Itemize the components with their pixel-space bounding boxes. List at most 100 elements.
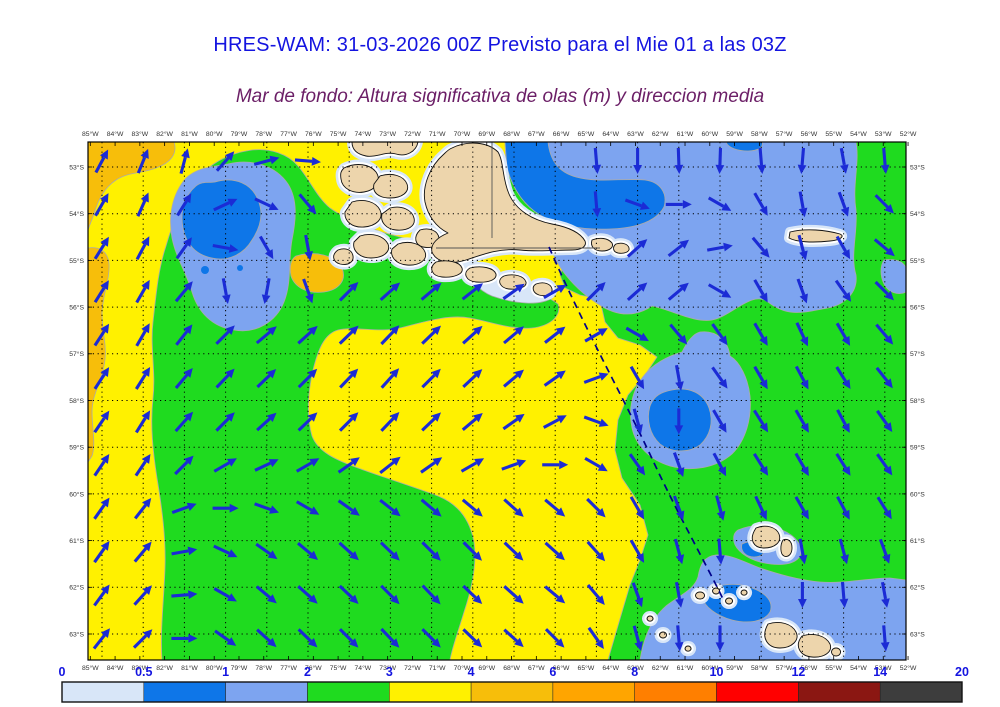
lon-label: 74°W — [355, 664, 372, 672]
lat-label: 55°S — [69, 257, 84, 265]
lon-label: 82°W — [156, 664, 173, 672]
lat-label: 54°S — [69, 210, 84, 218]
colorbar: 0 0.5 1 2 3 4 6 8 10 12 14 20 — [59, 665, 969, 703]
lon-label: 80°W — [206, 664, 223, 672]
lon-label: 77°W — [280, 130, 297, 138]
colorbar-tick: 4 — [468, 665, 475, 679]
lon-label: 52°W — [900, 664, 917, 672]
lon-label: 59°W — [726, 664, 743, 672]
lon-label: 58°W — [751, 664, 768, 672]
lon-label: 65°W — [578, 130, 595, 138]
lon-label: 66°W — [553, 664, 570, 672]
colorbar-tick: 3 — [386, 665, 393, 679]
lon-label: 69°W — [478, 130, 495, 138]
lat-label: 53°S — [910, 163, 925, 171]
lat-label: 61°S — [910, 537, 925, 545]
colorbar-tick: 20 — [955, 665, 969, 679]
lon-label: 76°W — [305, 130, 322, 138]
lon-label: 59°W — [726, 130, 743, 138]
map-frame — [87, 141, 909, 661]
lat-label: 57°S — [69, 350, 84, 358]
lon-label: 71°W — [429, 130, 446, 138]
colorbar-segment — [61, 681, 145, 703]
lat-label: 58°S — [69, 397, 84, 405]
lon-label: 72°W — [404, 664, 421, 672]
lat-label: 63°S — [910, 630, 925, 638]
lon-label: 55°W — [825, 130, 842, 138]
lat-label: 56°S — [69, 304, 84, 312]
lon-label: 81°W — [181, 130, 198, 138]
wave-direction-arrows — [92, 147, 895, 652]
colorbar-segment — [879, 681, 963, 703]
route-line — [548, 246, 724, 600]
lon-label: 55°W — [825, 664, 842, 672]
lon-label: 84°W — [107, 664, 124, 672]
lon-label: 75°W — [330, 130, 347, 138]
lat-label: 62°S — [910, 584, 925, 592]
lon-label: 78°W — [255, 130, 272, 138]
lon-label: 60°W — [701, 130, 718, 138]
colorbar-segment — [798, 681, 881, 703]
lon-label: 62°W — [652, 664, 669, 672]
lon-label: 64°W — [602, 664, 619, 672]
lon-label: 73°W — [379, 130, 396, 138]
lon-label: 53°W — [875, 664, 892, 672]
coastline-land — [328, 142, 848, 660]
lon-label: 81°W — [181, 664, 198, 672]
lat-label: 63°S — [69, 630, 84, 638]
lon-label: 52°W — [900, 130, 917, 138]
colorbar-segment — [307, 681, 390, 703]
colorbar-segment — [552, 681, 635, 703]
colorbar-tick: 0.5 — [135, 665, 152, 679]
colorbar-tick: 10 — [710, 665, 724, 679]
lon-label: 84°W — [107, 130, 124, 138]
lon-label: 74°W — [355, 130, 372, 138]
lon-label: 66°W — [553, 130, 570, 138]
lon-label: 63°W — [627, 130, 644, 138]
lon-label: 77°W — [280, 664, 297, 672]
lon-label: 83°W — [132, 130, 149, 138]
lon-label: 75°W — [330, 664, 347, 672]
lon-label: 72°W — [404, 130, 421, 138]
figure-title: HRES-WAM: 31-03-2026 00Z Previsto para e… — [213, 34, 787, 56]
colorbar-tick: 8 — [631, 665, 638, 679]
lon-label: 69°W — [478, 664, 495, 672]
colorbar-tick: 12 — [791, 665, 805, 679]
graticule — [88, 142, 906, 660]
lon-label: 83°W — [132, 664, 149, 672]
figure-subtitle: Mar de fondo: Altura significativa de ol… — [235, 86, 765, 107]
lon-label: 56°W — [801, 130, 818, 138]
lon-label: 79°W — [231, 130, 248, 138]
lon-label: 61°W — [677, 664, 694, 672]
lon-label: 56°W — [801, 664, 818, 672]
colorbar-tick: 14 — [873, 665, 887, 679]
lon-label: 53°W — [875, 130, 892, 138]
lon-label: 57°W — [776, 664, 793, 672]
lon-label: 57°W — [776, 130, 793, 138]
lon-label: 80°W — [206, 130, 223, 138]
lon-label: 68°W — [503, 664, 520, 672]
lon-label: 54°W — [850, 130, 867, 138]
lon-label: 54°W — [850, 664, 867, 672]
lat-label: 59°S — [69, 444, 84, 452]
lon-label: 67°W — [528, 664, 545, 672]
colorbar-segment — [143, 681, 226, 703]
colorbar-tick: 2 — [304, 665, 311, 679]
lon-label: 79°W — [231, 664, 248, 672]
lon-label: 68°W — [503, 130, 520, 138]
lon-label: 73°W — [379, 664, 396, 672]
lon-label: 76°W — [305, 664, 322, 672]
colorbar-tick: 0 — [59, 665, 66, 679]
lon-label: 85°W — [82, 130, 99, 138]
lon-label: 58°W — [751, 130, 768, 138]
lon-label: 67°W — [528, 130, 545, 138]
lon-label: 65°W — [578, 664, 595, 672]
lon-label: 78°W — [255, 664, 272, 672]
lat-label: 56°S — [910, 304, 925, 312]
lon-label: 82°W — [156, 130, 173, 138]
lon-label: 70°W — [454, 664, 471, 672]
colorbar-segment — [716, 681, 799, 703]
lat-label: 54°S — [910, 210, 925, 218]
